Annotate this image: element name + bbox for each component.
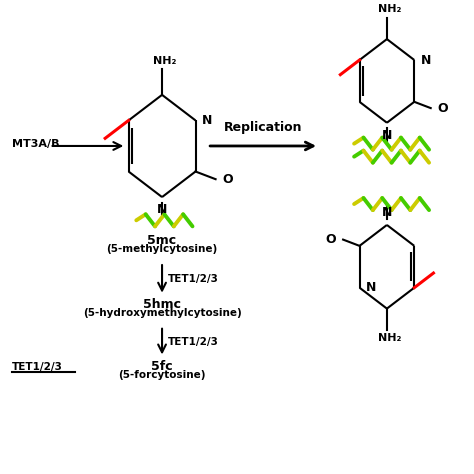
Text: (5-forcytosine): (5-forcytosine) (118, 370, 206, 380)
Text: N: N (382, 206, 392, 219)
Text: NH₂: NH₂ (378, 4, 401, 15)
Text: N: N (201, 114, 212, 127)
Text: TET1/2/3: TET1/2/3 (12, 362, 63, 372)
Text: NH₂: NH₂ (153, 55, 176, 65)
Text: N: N (157, 203, 167, 216)
Text: NH₂: NH₂ (378, 333, 401, 343)
Text: TET1/2/3: TET1/2/3 (168, 274, 219, 284)
Text: TET1/2/3: TET1/2/3 (168, 337, 219, 346)
Text: O: O (326, 233, 336, 246)
Text: MT3A/B: MT3A/B (12, 138, 60, 149)
Text: Replication: Replication (224, 121, 302, 134)
Text: N: N (365, 281, 376, 294)
Text: 5hmc: 5hmc (143, 298, 181, 311)
Text: N: N (382, 129, 392, 142)
Text: 5fc: 5fc (151, 360, 173, 373)
Text: O: O (223, 173, 233, 186)
Text: (5-hydroxymethylcytosine): (5-hydroxymethylcytosine) (82, 308, 241, 318)
Text: O: O (438, 101, 448, 115)
Text: 5mc: 5mc (147, 234, 177, 247)
Text: (5-methylcytosine): (5-methylcytosine) (107, 244, 218, 254)
Text: N: N (420, 54, 431, 66)
